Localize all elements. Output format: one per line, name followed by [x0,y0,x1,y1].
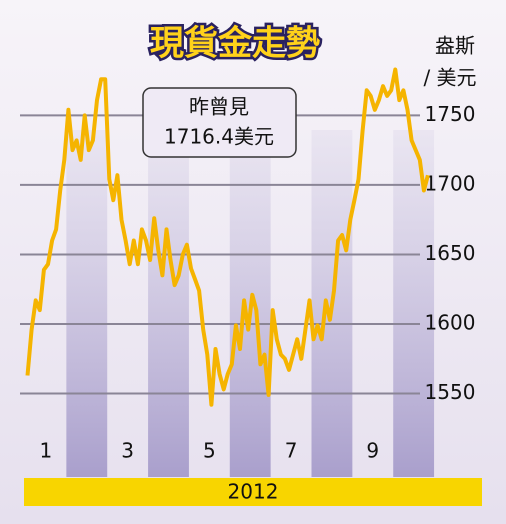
price-line [25,67,430,407]
y-unit: 盎斯 [435,34,475,58]
x-tick-label: 5 [203,439,216,463]
y-tick-label: 1750 [425,102,476,126]
x-tick-label: 9 [366,439,379,463]
y-tick-label: 1700 [425,171,476,195]
y-unit: / 美元 [423,66,476,90]
annotation-box [142,87,297,158]
x-tick-label: 3 [121,439,134,463]
year-bar [24,478,482,506]
x-tick-label: 7 [285,439,298,463]
y-tick-label: 1650 [425,241,476,265]
month-stripe [393,130,435,477]
annotation: 1716.4美元 [164,125,274,149]
chart-title: 現貨金走勢 [150,24,320,64]
x-tick-label: 1 [40,439,53,463]
annotation: 昨曾見 [189,95,249,119]
month-stripe [66,130,108,477]
y-tick-label: 1600 [425,311,476,335]
y-tick-label: 1550 [425,380,476,404]
month-stripe [148,130,189,477]
x-label: 2012 [228,480,279,504]
